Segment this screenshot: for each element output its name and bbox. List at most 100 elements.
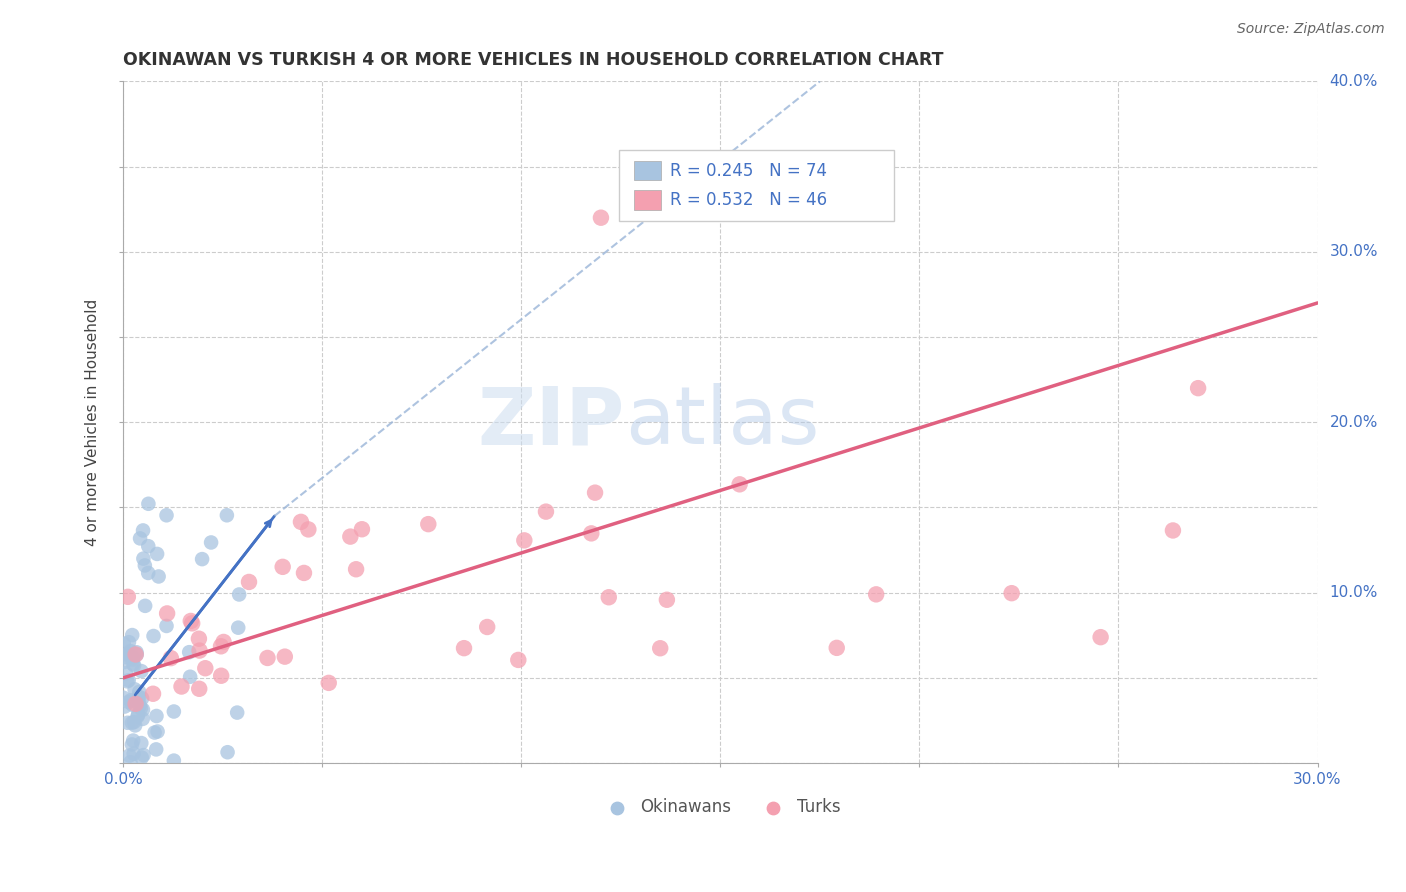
Point xyxy=(297,523,319,537)
Point xyxy=(138,497,160,511)
Point xyxy=(598,591,620,605)
Point xyxy=(145,742,167,756)
Point xyxy=(117,590,139,604)
Point xyxy=(132,524,155,538)
Point xyxy=(163,705,186,719)
Point xyxy=(121,715,143,730)
Text: R = 0.532   N = 46: R = 0.532 N = 46 xyxy=(671,191,827,209)
Point xyxy=(145,709,167,723)
Point xyxy=(128,693,150,707)
Point xyxy=(188,643,211,657)
Point xyxy=(129,701,152,715)
Point xyxy=(118,748,141,763)
Point xyxy=(226,706,249,720)
Point xyxy=(453,641,475,656)
Point xyxy=(170,680,193,694)
Point xyxy=(865,587,887,601)
Point xyxy=(125,648,148,662)
Point xyxy=(143,725,166,739)
Point xyxy=(148,569,170,583)
Point xyxy=(128,685,150,699)
Point xyxy=(129,532,152,546)
Point xyxy=(127,709,149,723)
Point xyxy=(156,607,179,621)
Point xyxy=(160,651,183,665)
Point xyxy=(124,682,146,697)
Point xyxy=(318,676,340,690)
Point xyxy=(589,211,612,225)
Point xyxy=(114,655,136,669)
Point xyxy=(181,616,204,631)
Point xyxy=(142,629,165,643)
Point xyxy=(1161,524,1184,538)
Point xyxy=(418,517,440,532)
Point xyxy=(134,599,156,613)
Point xyxy=(122,715,145,730)
Point xyxy=(209,669,232,683)
Point xyxy=(238,574,260,589)
Point xyxy=(112,690,135,705)
Point xyxy=(534,505,557,519)
Point xyxy=(228,587,250,601)
Point xyxy=(650,641,672,656)
Point xyxy=(132,703,155,717)
Point xyxy=(256,651,278,665)
Point xyxy=(124,718,146,732)
Point xyxy=(215,508,238,523)
Point xyxy=(122,657,145,671)
Point xyxy=(200,535,222,549)
Point xyxy=(339,530,361,544)
Point xyxy=(1001,586,1024,600)
Point xyxy=(117,715,139,730)
Point xyxy=(728,477,751,491)
Point xyxy=(292,566,315,580)
Text: Source: ZipAtlas.com: Source: ZipAtlas.com xyxy=(1237,22,1385,37)
Point xyxy=(117,647,139,661)
Point xyxy=(217,745,239,759)
Point xyxy=(350,522,373,536)
Point xyxy=(655,592,678,607)
Point xyxy=(274,649,297,664)
Y-axis label: 4 or more Vehicles in Household: 4 or more Vehicles in Household xyxy=(86,299,100,546)
Point xyxy=(132,748,155,763)
Point xyxy=(121,628,143,642)
Point xyxy=(583,485,606,500)
Point xyxy=(155,619,177,633)
Point xyxy=(122,658,145,673)
Point xyxy=(131,664,153,678)
Point xyxy=(179,645,201,659)
Point xyxy=(122,733,145,747)
Point xyxy=(1090,630,1112,644)
Point xyxy=(180,614,202,628)
Point xyxy=(118,635,141,649)
Point xyxy=(191,552,214,566)
Text: 40.0%: 40.0% xyxy=(1330,74,1378,89)
Point xyxy=(128,698,150,713)
Point xyxy=(155,508,177,523)
Point xyxy=(131,712,153,726)
Point xyxy=(344,562,367,576)
Text: ZIP: ZIP xyxy=(478,384,624,461)
Legend: Okinawans, Turks: Okinawans, Turks xyxy=(593,791,846,823)
Point xyxy=(825,640,848,655)
Point xyxy=(131,691,153,706)
Point xyxy=(136,566,159,580)
Point xyxy=(194,661,217,675)
Point xyxy=(120,644,142,658)
Point xyxy=(131,750,153,764)
Point xyxy=(146,547,169,561)
Point xyxy=(146,724,169,739)
Text: 30.0%: 30.0% xyxy=(1330,244,1378,260)
Point xyxy=(122,747,145,761)
Point xyxy=(118,673,141,688)
Point xyxy=(581,526,603,541)
Point xyxy=(114,650,136,665)
Point xyxy=(226,621,249,635)
Point xyxy=(117,674,139,689)
Point xyxy=(120,693,142,707)
Bar xyxy=(634,161,661,180)
Point xyxy=(120,755,142,769)
Point xyxy=(508,653,530,667)
FancyBboxPatch shape xyxy=(619,150,894,221)
Point xyxy=(209,640,232,654)
